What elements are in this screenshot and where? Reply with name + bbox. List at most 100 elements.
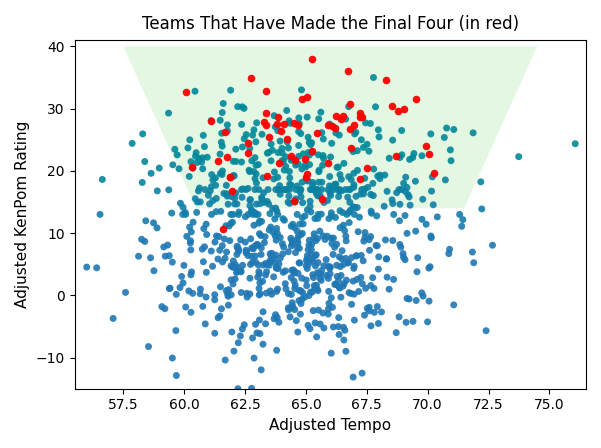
Point [127,140,137,147]
Point [222,182,231,189]
Point [218,258,227,266]
Point [349,170,359,177]
Point [259,199,269,206]
Point [360,312,370,319]
Point [296,231,306,238]
Point [317,195,327,202]
Point [221,287,231,294]
Point [251,253,260,260]
Point [306,289,316,296]
Point [341,255,350,262]
Point [322,256,331,263]
Point [476,178,486,185]
Point [269,112,279,119]
Point [332,273,342,280]
Point [264,133,274,140]
Point [251,170,261,177]
Point [178,280,188,287]
Point [284,290,293,297]
Point [216,305,226,312]
Point [236,268,246,276]
Point [292,182,302,190]
Point [307,241,316,248]
Point [207,183,216,190]
Point [257,195,267,202]
Point [447,157,456,164]
Point [247,157,257,164]
Point [449,302,459,309]
Point [424,297,434,305]
Point [278,215,288,222]
Point [192,209,201,216]
Point [255,290,265,297]
Point [287,240,297,247]
Point [309,186,319,193]
Point [267,146,277,154]
Point [245,145,255,152]
Point [335,263,345,270]
Point [256,251,266,258]
Point [258,174,268,181]
Point [269,273,278,280]
Point [345,186,355,193]
Point [346,100,355,107]
Point [369,285,379,292]
Point [237,325,247,332]
Point [97,176,107,183]
Point [287,291,296,298]
Point [308,307,318,314]
Point [281,153,290,160]
Point [298,220,308,228]
Point [309,234,319,241]
Point [317,211,326,218]
Point [312,186,322,193]
Point [203,154,212,161]
Point [178,204,188,211]
Point [233,267,242,275]
Point [317,179,327,186]
Point [181,303,191,310]
Point [215,312,225,319]
Point [247,206,257,213]
Point [429,170,439,177]
Point [242,186,251,193]
Point [256,232,266,239]
Point [211,174,221,181]
Point [290,119,299,126]
Point [200,143,209,150]
Point [194,155,204,162]
Point [377,308,386,315]
Point [199,225,209,232]
Point [248,211,258,218]
Point [261,87,271,95]
Point [167,210,177,217]
Point [398,254,408,261]
Point [323,275,333,282]
Point [278,250,287,258]
Point [276,128,286,135]
Point [408,318,418,325]
Point [277,145,287,152]
Point [241,249,251,256]
Point [291,195,300,202]
Point [350,317,359,324]
Point [145,254,155,262]
Point [215,151,225,158]
Point [400,256,410,263]
Point [330,244,340,251]
Point [334,188,344,195]
Point [242,293,252,301]
Point [341,237,351,245]
Point [331,181,341,188]
Point [335,224,345,231]
Point [349,184,359,191]
Point [300,155,310,163]
Point [364,307,374,314]
Point [258,308,268,315]
Point [405,202,415,209]
Point [336,272,346,279]
Point [302,206,312,213]
Point [319,233,328,240]
Point [216,283,225,290]
Point [318,310,328,317]
